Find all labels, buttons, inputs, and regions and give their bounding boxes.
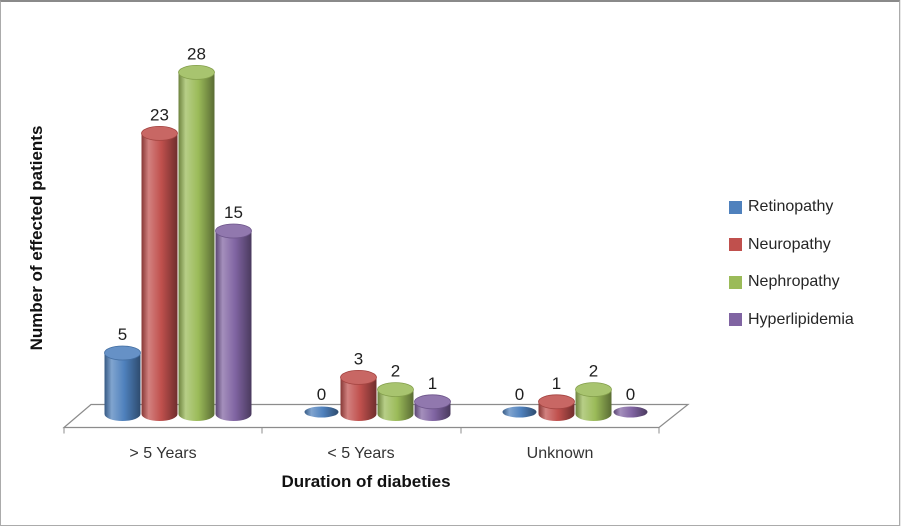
value-label: 15 (224, 203, 243, 222)
legend-label: Neuropathy (748, 235, 831, 253)
bar-nephropathy-0 (178, 72, 215, 415)
legend-item-nephropathy: Nephropathy (729, 270, 854, 294)
legend-swatch-icon (729, 238, 742, 251)
bar-hyperlipidemia-1-top (414, 394, 451, 410)
legend-label: Retinopathy (748, 198, 834, 215)
legend-swatch-icon (729, 200, 742, 214)
legend-item-retinopathy: Retinopathy (729, 195, 854, 219)
value-label: 1 (428, 374, 437, 393)
bar-neuropathy-1-top (340, 369, 377, 385)
value-label: 1 (552, 374, 561, 393)
legend-label: Nephropathy (748, 273, 840, 290)
value-label: 0 (626, 385, 635, 404)
category-label: > 5 Years (129, 445, 196, 462)
bar-hyperlipidemia-2 (613, 406, 648, 418)
legend-item-hyperlipidemia: Hyperlipidemia (729, 308, 854, 332)
y-axis-title: Number of effected patients (27, 125, 46, 351)
legend-swatch-icon (729, 275, 742, 289)
bar-hyperlipidemia-0 (215, 231, 252, 414)
bar-nephropathy-1-top (377, 382, 414, 398)
value-label: 3 (354, 349, 363, 368)
bar-nephropathy-2-top (575, 382, 612, 398)
x-axis-title: Duration of diabeties (281, 472, 451, 491)
bar-hyperlipidemia-0-top (215, 223, 252, 239)
value-label: 28 (187, 44, 206, 63)
legend: Retinopathy Neuropathy Nephropathy Hyperlip… (729, 195, 854, 345)
bar-retinopathy-2 (502, 406, 537, 418)
legend-label: Hyperlipidemia (748, 310, 854, 328)
bar-neuropathy-2-top (538, 394, 575, 410)
bar-retinopathy-0-top (104, 345, 141, 361)
bar-retinopathy-0 (104, 353, 141, 414)
value-label: 0 (515, 385, 524, 404)
legend-swatch-icon (729, 313, 742, 326)
value-label: 2 (589, 362, 598, 381)
category-label: < 5 Years (327, 445, 394, 462)
bar-neuropathy-0-top (141, 125, 178, 141)
value-label: 23 (150, 105, 169, 124)
value-label: 5 (118, 325, 127, 344)
value-label: 2 (391, 362, 400, 381)
bar-retinopathy-1 (304, 406, 339, 418)
bar-nephropathy-0-top (178, 65, 215, 80)
bar-neuropathy-0 (141, 133, 178, 414)
category-label: Unknown (527, 445, 594, 462)
legend-item-neuropathy: Neuropathy (729, 233, 854, 257)
value-label: 0 (317, 385, 326, 404)
